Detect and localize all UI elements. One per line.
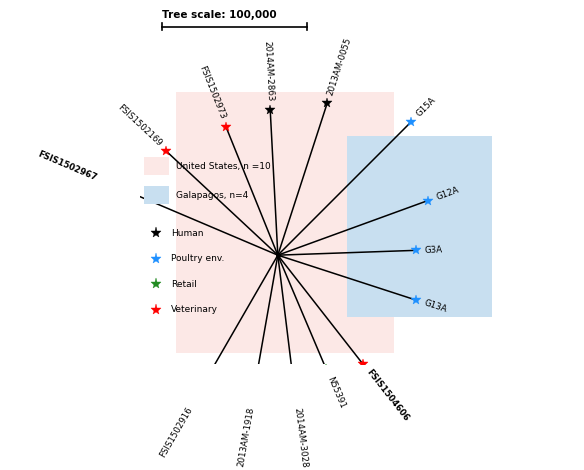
Text: 2014AM-2863: 2014AM-2863 bbox=[262, 40, 274, 102]
Bar bbox=[144, 157, 169, 175]
Text: Retail: Retail bbox=[171, 280, 197, 289]
Text: Tree scale: 100,000: Tree scale: 100,000 bbox=[162, 9, 276, 20]
Text: FSIS1502973: FSIS1502973 bbox=[197, 65, 227, 121]
Text: FSIS1502967: FSIS1502967 bbox=[36, 149, 98, 182]
Text: 2013AM-0055: 2013AM-0055 bbox=[326, 36, 353, 96]
Text: Galapagos, n=4: Galapagos, n=4 bbox=[176, 191, 249, 200]
Text: Human: Human bbox=[171, 229, 203, 238]
Text: Veterinary: Veterinary bbox=[171, 305, 218, 314]
Text: FSIS1502916: FSIS1502916 bbox=[158, 405, 194, 459]
Text: N55391: N55391 bbox=[325, 375, 347, 410]
Bar bbox=[176, 92, 394, 353]
Text: G12A: G12A bbox=[434, 185, 460, 202]
Text: United States, n =10: United States, n =10 bbox=[176, 162, 271, 171]
Text: FSIS1504606: FSIS1504606 bbox=[364, 368, 411, 423]
Text: 2013AM-1918: 2013AM-1918 bbox=[236, 406, 256, 467]
Bar bbox=[347, 135, 492, 317]
Bar bbox=[144, 186, 169, 204]
Text: G13A: G13A bbox=[423, 298, 449, 314]
Text: G15A: G15A bbox=[415, 95, 437, 118]
Text: Poultry env.: Poultry env. bbox=[171, 254, 224, 263]
Text: FSIS1502169: FSIS1502169 bbox=[115, 103, 163, 149]
Text: G3A: G3A bbox=[425, 245, 443, 255]
Text: 2014AM-3028: 2014AM-3028 bbox=[292, 407, 308, 469]
